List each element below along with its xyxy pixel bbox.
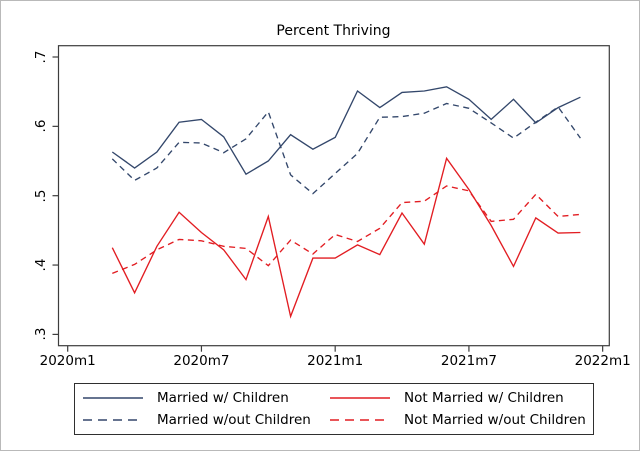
legend-label: Not Married w/ Children [404, 390, 564, 406]
y-tick-label: .6 [33, 119, 49, 133]
legend-label: Not Married w/out Children [404, 412, 586, 428]
chart-title: Percent Thriving [276, 23, 391, 39]
legend-label: Married w/ Children [157, 390, 289, 406]
legend-item: Not Married w/out Children [329, 410, 586, 430]
y-tick-label: .7 [33, 50, 49, 64]
x-tick-label: 2022m1 [574, 353, 631, 369]
x-tick-label: 2021m7 [440, 353, 497, 369]
legend-line-dashed-red-swatch [330, 419, 390, 421]
x-tick-label: 2020m7 [173, 353, 230, 369]
legend-item: Not Married w/ Children [329, 388, 564, 408]
x-tick-label: 2021m1 [307, 353, 364, 369]
legend: Married w/ Children Not Married w/ Child… [74, 383, 594, 435]
y-tick-label: .4 [33, 258, 49, 272]
y-tick-label: .3 [33, 327, 49, 341]
legend-label: Married w/out Children [157, 412, 311, 428]
legend-item: Married w/ Children [82, 388, 289, 408]
legend-line-solid-red-swatch [330, 397, 390, 399]
x-tick-label: 2020m1 [39, 353, 96, 369]
y-tick-label: .5 [33, 189, 49, 203]
legend-item: Married w/out Children [82, 410, 311, 430]
legend-line-solid-navy-swatch [83, 397, 143, 399]
legend-line-dashed-navy-swatch [83, 419, 143, 421]
